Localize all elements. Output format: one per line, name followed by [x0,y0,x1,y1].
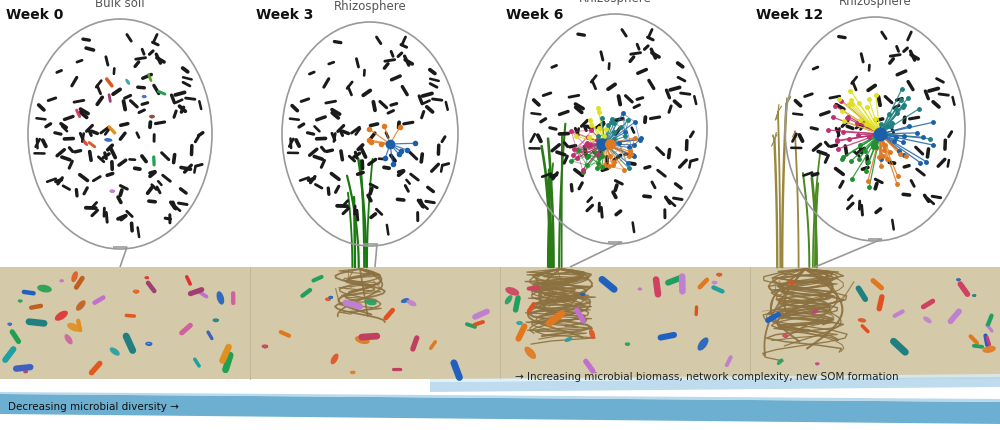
Polygon shape [363,243,377,267]
Ellipse shape [858,318,866,323]
Ellipse shape [64,335,73,344]
Ellipse shape [355,336,370,344]
Polygon shape [0,392,1000,402]
Ellipse shape [407,300,416,307]
Ellipse shape [104,139,112,142]
Ellipse shape [331,354,338,364]
Ellipse shape [401,298,409,304]
Text: → Increasing microbial biomass, network complexity, new SOM formation: → Increasing microbial biomass, network … [515,371,899,381]
Ellipse shape [55,311,68,321]
Ellipse shape [110,347,120,356]
Ellipse shape [523,15,707,244]
Ellipse shape [505,295,512,305]
Bar [0,0,1000,267]
Ellipse shape [365,299,377,306]
Text: Week 6: Week 6 [506,8,563,22]
Text: Bulk soil: Bulk soil [95,0,145,10]
Ellipse shape [777,359,783,365]
Ellipse shape [37,285,52,293]
Polygon shape [570,240,622,267]
Ellipse shape [923,317,932,323]
Ellipse shape [698,338,708,351]
Text: Week 3: Week 3 [256,8,313,22]
Ellipse shape [589,329,595,339]
Text: Week 0: Week 0 [6,8,63,22]
Ellipse shape [565,337,572,342]
Polygon shape [0,394,1000,424]
Ellipse shape [505,287,519,296]
Text: Rhizosphere: Rhizosphere [839,0,911,8]
Text: Rhizosphere: Rhizosphere [334,0,406,13]
Ellipse shape [785,18,965,241]
Ellipse shape [217,292,224,305]
Ellipse shape [71,272,78,283]
Text: Rhizosphere: Rhizosphere [579,0,651,5]
Text: Decreasing microbial diversity →: Decreasing microbial diversity → [8,401,179,411]
Ellipse shape [811,310,818,315]
Ellipse shape [282,23,458,246]
Polygon shape [113,246,127,267]
Polygon shape [430,377,1000,392]
Ellipse shape [28,20,212,249]
Polygon shape [430,374,1000,382]
Text: Week 12: Week 12 [756,8,823,22]
Ellipse shape [525,347,536,359]
Ellipse shape [83,141,88,147]
Ellipse shape [76,301,86,311]
Ellipse shape [982,346,996,353]
Bar [0,267,1000,379]
Polygon shape [815,237,882,267]
Ellipse shape [67,323,80,332]
Ellipse shape [125,80,130,86]
